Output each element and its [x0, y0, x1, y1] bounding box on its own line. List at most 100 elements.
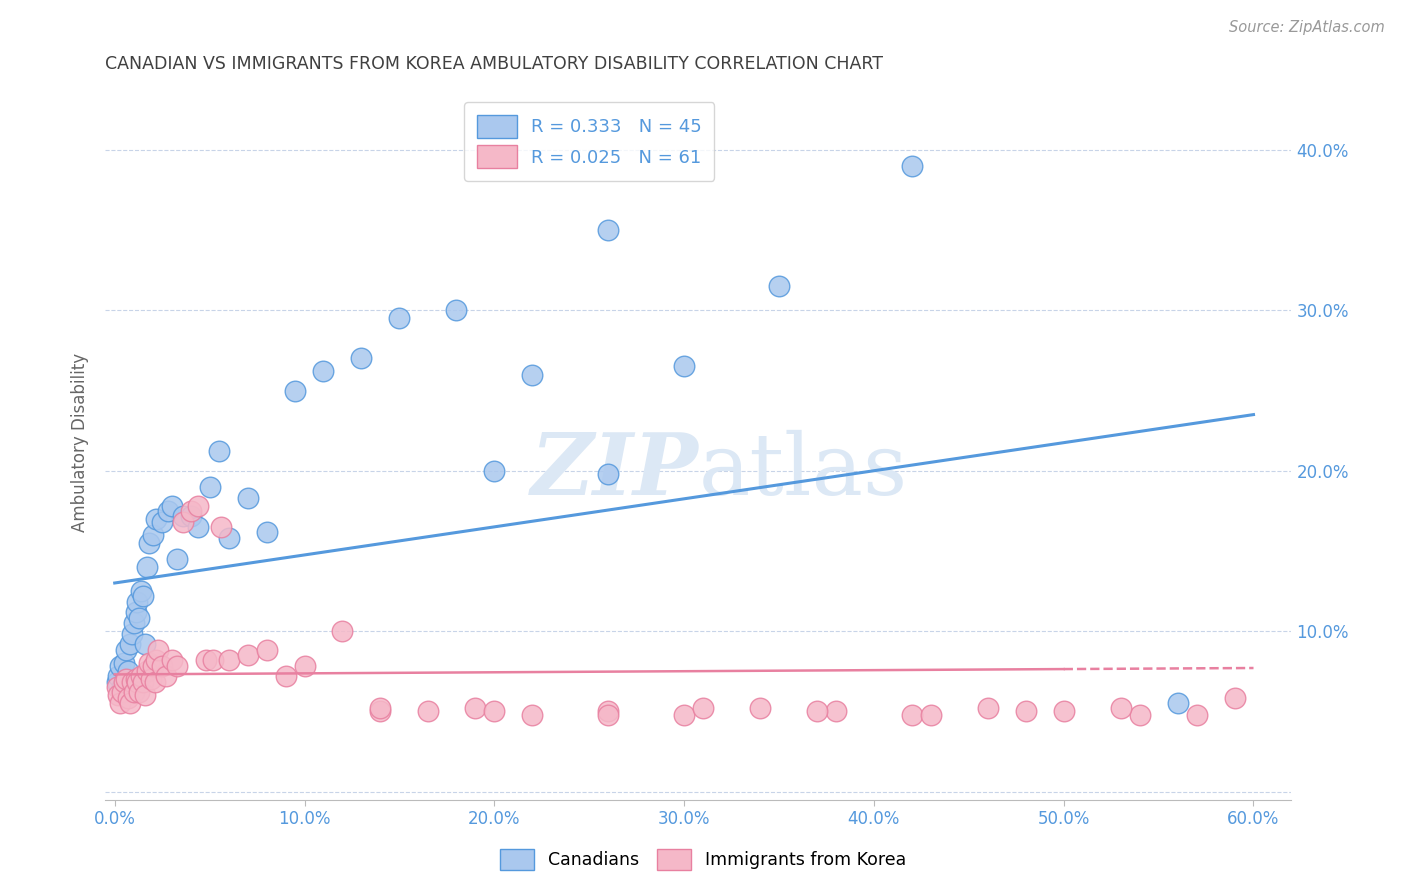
Point — [256, 643, 278, 657]
Point — [138, 656, 160, 670]
Point — [128, 611, 150, 625]
Point — [274, 669, 297, 683]
Point — [446, 303, 468, 318]
Point — [134, 637, 156, 651]
Point — [136, 560, 159, 574]
Y-axis label: Ambulatory Disability: Ambulatory Disability — [72, 353, 89, 533]
Point — [806, 704, 828, 718]
Point — [115, 672, 138, 686]
Point — [236, 491, 259, 505]
Legend: R = 0.333   N = 45, R = 0.025   N = 61: R = 0.333 N = 45, R = 0.025 N = 61 — [464, 102, 714, 181]
Point — [117, 691, 139, 706]
Point — [145, 512, 167, 526]
Text: CANADIAN VS IMMIGRANTS FROM KOREA AMBULATORY DISABILITY CORRELATION CHART: CANADIAN VS IMMIGRANTS FROM KOREA AMBULA… — [105, 55, 883, 73]
Point — [139, 672, 162, 686]
Text: Source: ZipAtlas.com: Source: ZipAtlas.com — [1229, 20, 1385, 35]
Point — [370, 704, 392, 718]
Point — [692, 701, 714, 715]
Point — [128, 685, 150, 699]
Point — [124, 605, 146, 619]
Point — [202, 653, 225, 667]
Point — [187, 499, 209, 513]
Point — [673, 359, 696, 374]
Point — [312, 364, 335, 378]
Point — [1167, 696, 1189, 710]
Point — [388, 311, 411, 326]
Point — [1053, 704, 1076, 718]
Point — [111, 685, 134, 699]
Legend: Canadians, Immigrants from Korea: Canadians, Immigrants from Korea — [491, 840, 915, 879]
Point — [124, 672, 146, 686]
Point — [150, 659, 173, 673]
Point — [118, 637, 141, 651]
Point — [1129, 707, 1152, 722]
Point — [209, 520, 232, 534]
Point — [350, 351, 373, 366]
Point — [901, 707, 924, 722]
Point — [115, 643, 138, 657]
Point — [143, 675, 166, 690]
Point — [484, 464, 506, 478]
Point — [598, 704, 620, 718]
Point — [180, 508, 202, 523]
Point — [1109, 701, 1132, 715]
Point — [484, 704, 506, 718]
Point — [160, 499, 183, 513]
Point — [138, 536, 160, 550]
Point — [1223, 691, 1246, 706]
Point — [920, 707, 942, 722]
Point — [132, 675, 155, 690]
Point — [142, 528, 165, 542]
Point — [160, 653, 183, 667]
Point — [1015, 704, 1038, 718]
Point — [218, 653, 240, 667]
Point — [977, 701, 1000, 715]
Point — [105, 675, 128, 690]
Point — [156, 504, 179, 518]
Point — [127, 675, 149, 690]
Point — [749, 701, 772, 715]
Point — [127, 595, 149, 609]
Point — [112, 656, 135, 670]
Point — [105, 680, 128, 694]
Point — [110, 659, 132, 673]
Point — [598, 223, 620, 237]
Point — [155, 669, 177, 683]
Point — [172, 508, 194, 523]
Point — [142, 659, 165, 673]
Point — [122, 685, 145, 699]
Point — [522, 707, 544, 722]
Point — [256, 524, 278, 539]
Point — [464, 701, 486, 715]
Point — [134, 688, 156, 702]
Point — [121, 675, 143, 690]
Point — [187, 520, 209, 534]
Point — [145, 653, 167, 667]
Point — [1185, 707, 1208, 722]
Point — [673, 707, 696, 722]
Point — [129, 584, 152, 599]
Point — [150, 515, 173, 529]
Text: ZIP: ZIP — [530, 429, 699, 513]
Point — [598, 707, 620, 722]
Point — [522, 368, 544, 382]
Point — [172, 515, 194, 529]
Point — [208, 444, 231, 458]
Point — [218, 531, 240, 545]
Point — [136, 664, 159, 678]
Point — [121, 627, 143, 641]
Point — [236, 648, 259, 663]
Point — [180, 504, 202, 518]
Point — [107, 688, 129, 702]
Point — [768, 279, 790, 293]
Point — [284, 384, 307, 398]
Point — [132, 589, 155, 603]
Point — [110, 696, 132, 710]
Point — [122, 616, 145, 631]
Point — [111, 680, 134, 694]
Point — [370, 701, 392, 715]
Point — [198, 480, 221, 494]
Point — [166, 659, 188, 673]
Point — [294, 659, 316, 673]
Text: atlas: atlas — [699, 430, 907, 513]
